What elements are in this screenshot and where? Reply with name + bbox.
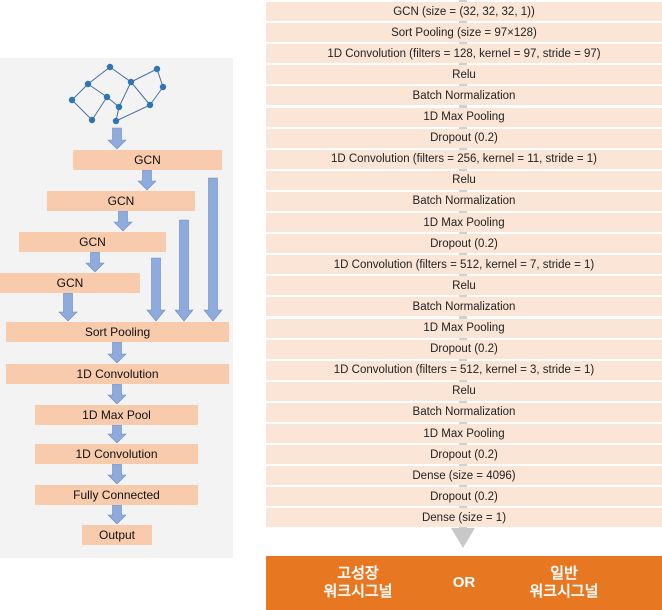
graph-node [84, 80, 92, 88]
left-1d-convolution-1: 1D Convolution [6, 364, 229, 384]
layer-25: Dense (size = 1) [266, 508, 662, 528]
stack-arrowhead [451, 528, 475, 548]
graph-node [112, 117, 120, 125]
arrow-conv2-to-fc [107, 463, 127, 485]
graph-edge [118, 81, 132, 108]
left-gcn-3: GCN [19, 232, 166, 252]
class-high-growth-line2: 워크시그널 [323, 583, 393, 600]
layer-4: Relu [266, 65, 662, 85]
graph-node [103, 93, 111, 101]
class-high-growth: 고성장 워크시그널 [308, 565, 408, 601]
graph-edge [130, 68, 158, 83]
layer-7: Dropout (0.2) [266, 128, 662, 148]
layer-2: Sort Pooling (size = 97×128) [266, 23, 662, 43]
layer-13: 1D Convolution (filters = 512, kernel = … [266, 255, 662, 275]
arrow-sortpool-to-conv1 [107, 341, 127, 364]
arrow-conv1-to-maxpool [107, 383, 127, 405]
layer-16: 1D Max Pooling [266, 318, 662, 338]
skip-arrow-gcn3 [146, 257, 166, 322]
class-normal-line1: 일반 [550, 565, 578, 582]
graph-node [153, 65, 161, 73]
graph-edge [130, 81, 151, 106]
arrow-gcn4-to-sortpool [58, 292, 78, 322]
layer-3: 1D Convolution (filters = 128, kernel = … [266, 44, 662, 64]
layer-17: Dropout (0.2) [266, 339, 662, 359]
layer-1: GCN (size = (32, 32, 32, 1)) [266, 2, 662, 21]
arrow-fc-to-output [107, 504, 127, 525]
class-high-growth-line1: 고성장 [337, 565, 379, 582]
graph-node [68, 96, 76, 104]
graph-node [115, 103, 123, 111]
graph-edge [87, 66, 111, 85]
arrow-gcn3-to-gcn4 [85, 251, 105, 273]
graph-edge [87, 83, 108, 98]
arrow-gcn1-to-gcn2 [137, 169, 157, 191]
left-1d-max-pool: 1D Max Pool [35, 405, 198, 425]
graph-node [146, 101, 154, 109]
graph-node [88, 116, 96, 124]
left-sort-pooling: Sort Pooling [6, 322, 229, 342]
left-gcn-2: GCN [47, 191, 195, 211]
left-gcn-4: GCN [0, 273, 140, 293]
layer-19: Relu [266, 381, 662, 401]
layer-18: 1D Convolution (filters = 512, kernel = … [266, 360, 662, 380]
layer-10: Batch Normalization [266, 191, 662, 211]
layer-20: Batch Normalization [266, 402, 662, 422]
layer-11: 1D Max Pooling [266, 213, 662, 232]
layer-6: 1D Max Pooling [266, 107, 662, 127]
graph-node [127, 78, 135, 86]
class-normal: 일반 워크시그널 [514, 565, 614, 601]
or-label: OR [452, 574, 476, 591]
output-classes: 고성장 워크시그널 OR 일반 워크시그널 [266, 556, 662, 610]
left-1d-convolution-2: 1D Convolution [35, 444, 198, 464]
layer-5: Batch Normalization [266, 86, 662, 106]
graph-edge [71, 83, 89, 101]
graph-edge [71, 99, 93, 121]
graph-edge [109, 66, 132, 83]
left-output: Output [82, 525, 152, 545]
layer-14: Relu [266, 276, 662, 296]
class-normal-line2: 워크시그널 [529, 583, 599, 600]
layer-12: Dropout (0.2) [266, 234, 662, 254]
layer-22: Dropout (0.2) [266, 445, 662, 465]
arrow-gcn2-to-gcn3 [113, 210, 133, 232]
layer-21: 1D Max Pooling [266, 424, 662, 443]
graph-node [106, 63, 114, 71]
left-gcn-1: GCN [73, 150, 222, 170]
layer-15: Batch Normalization [266, 297, 662, 317]
layer-9: Relu [266, 170, 662, 190]
arrow-maxpool-to-conv2 [107, 424, 127, 444]
layer-8: 1D Convolution (filters = 256, kernel = … [266, 149, 662, 169]
arrow-graph-to-gcn [107, 127, 127, 150]
graph-edge [91, 96, 108, 121]
skip-arrow-gcn1 [203, 177, 223, 322]
layer-24: Dropout (0.2) [266, 487, 662, 507]
graph-edge [115, 104, 151, 122]
layer-23: Dense (size = 4096) [266, 466, 662, 486]
left-fully-connected: Fully Connected [35, 485, 198, 505]
graph-node [159, 83, 167, 91]
graph-edge [149, 86, 164, 106]
skip-arrow-gcn2 [174, 219, 194, 322]
